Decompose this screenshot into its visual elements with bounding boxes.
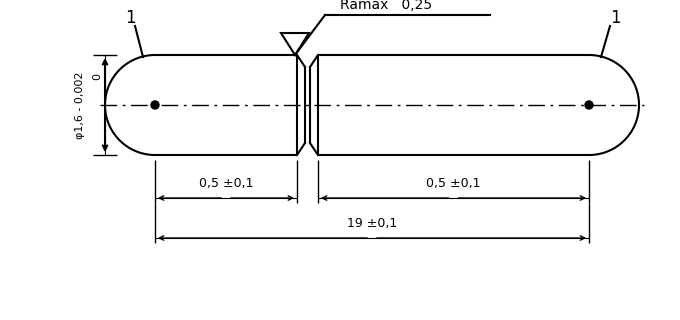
Circle shape — [585, 101, 593, 109]
Text: 1: 1 — [610, 9, 620, 27]
Text: 0,5 ±0,1: 0,5 ±0,1 — [199, 178, 253, 190]
Text: φ1,6 - 0,002: φ1,6 - 0,002 — [75, 71, 85, 139]
Circle shape — [151, 101, 159, 109]
Text: 19 ±0,1: 19 ±0,1 — [347, 218, 397, 230]
Text: 0: 0 — [92, 74, 102, 81]
Text: 1: 1 — [124, 9, 135, 27]
Text: 0,5 ±0,1: 0,5 ±0,1 — [426, 178, 481, 190]
Text: Ramax   0,25: Ramax 0,25 — [340, 0, 432, 12]
